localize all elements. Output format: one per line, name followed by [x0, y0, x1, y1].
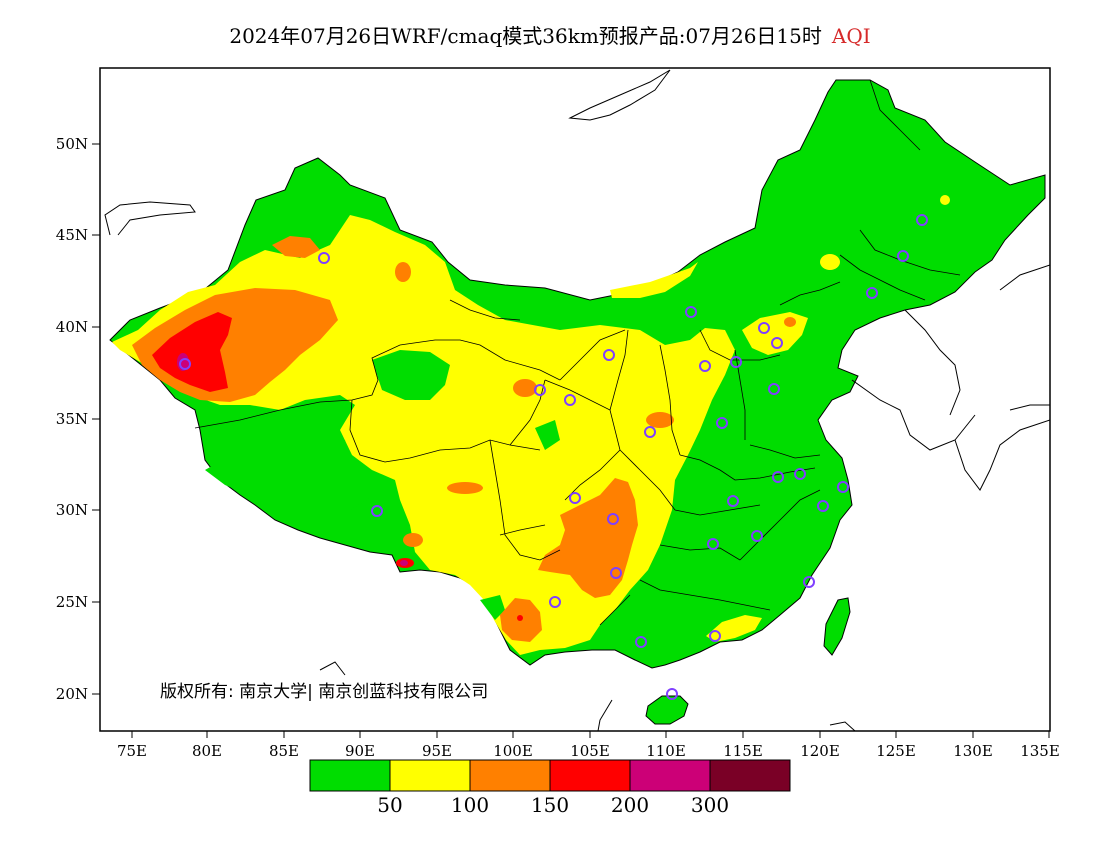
lon-tick-label: 115E — [723, 742, 763, 760]
legend-swatch-unhealthy-sensitive — [469, 759, 551, 792]
unhealthy-sensitive-spot-1 — [395, 262, 411, 282]
lat-tick-label: 45N — [56, 226, 88, 244]
station-marker — [635, 636, 647, 648]
station-marker — [817, 500, 829, 512]
station-marker — [179, 358, 191, 370]
legend-label: 200 — [611, 793, 649, 817]
lon-tick-label: 100E — [493, 742, 533, 760]
very-unhealthy-spot-tibet — [400, 560, 408, 566]
legend-swatch-hazardous — [709, 759, 791, 792]
station-marker — [794, 468, 806, 480]
unhealthy-sensitive-spot-6 — [784, 317, 796, 327]
station-marker — [610, 567, 622, 579]
latitude-axis: 50N 45N 40N 35N 30N 25N 20N — [56, 135, 100, 703]
title-main: 2024年07月26日WRF/cmaq模式36km预报产品:07月26日15时 — [229, 24, 822, 48]
station-marker — [837, 481, 849, 493]
station-marker — [758, 322, 770, 334]
lon-tick-label: 110E — [646, 742, 686, 760]
longitude-axis: 75E 80E 85E 90E 95E 100E 105E 110E 115E … — [117, 731, 1060, 760]
station-marker — [699, 360, 711, 372]
lat-tick-label: 20N — [56, 685, 88, 703]
good-zone-gansu — [535, 420, 560, 450]
unhealthy-sensitive-spot-4 — [447, 482, 483, 494]
lon-tick-label: 105E — [570, 742, 610, 760]
station-marker — [607, 513, 619, 525]
unhealthy-sensitive-spot-5 — [403, 533, 423, 547]
legend-label: 50 — [377, 793, 402, 817]
station-marker — [771, 337, 783, 349]
station-marker — [727, 495, 739, 507]
lon-tick-label: 120E — [800, 742, 840, 760]
moderate-spot-inner-mongolia — [820, 254, 840, 270]
legend-swatch-moderate — [389, 759, 471, 792]
aqi-legend: 50 100 150 200 300 — [309, 759, 791, 817]
station-marker — [603, 349, 615, 361]
unhealthy-spot-yunnan — [517, 615, 523, 621]
province-boundaries — [194, 79, 961, 626]
legend-swatch-unhealthy — [549, 759, 631, 792]
station-marker — [644, 426, 656, 438]
lon-tick-label: 135E — [1020, 742, 1060, 760]
unhealthy-zone-taklimakan — [152, 312, 232, 392]
legend-label: 150 — [531, 793, 569, 817]
copyright-text: 版权所有: 南京大学| 南京创蓝科技有限公司 — [160, 682, 488, 702]
station-marker — [709, 630, 721, 642]
station-marker — [803, 576, 815, 588]
station-marker — [685, 306, 697, 318]
lat-tick-label: 30N — [56, 501, 88, 519]
station-marker — [751, 530, 763, 542]
station-marker — [549, 596, 561, 608]
station-marker — [768, 383, 780, 395]
station-marker — [569, 492, 581, 504]
station-marker — [772, 471, 784, 483]
title-variable: AQI — [831, 24, 871, 48]
lon-tick-label: 130E — [953, 742, 993, 760]
station-marker — [897, 250, 909, 262]
lon-tick-label: 90E — [345, 742, 375, 760]
lon-tick-label: 80E — [192, 742, 222, 760]
legend-label: 100 — [451, 793, 489, 817]
good-zone-qinghai — [372, 350, 450, 400]
station-marker — [666, 688, 678, 700]
good-zone-yunnan — [480, 595, 505, 620]
station-marker — [866, 287, 878, 299]
map-frame — [99, 67, 1051, 732]
lon-tick-label: 75E — [117, 742, 147, 760]
station-marker — [730, 356, 742, 368]
hainan-island — [645, 695, 689, 725]
moderate-zone-north — [610, 262, 698, 298]
lon-tick-label: 125E — [876, 742, 916, 760]
lon-tick-label: 95E — [422, 742, 452, 760]
station-marker — [716, 417, 728, 429]
map-title: 2024年07月26日WRF/cmaq模式36km预报产品:07月26日15时 A… — [0, 20, 1100, 49]
legend-swatch-good — [309, 759, 391, 792]
lon-tick-label: 85E — [269, 742, 299, 760]
lat-tick-label: 35N — [56, 410, 88, 428]
station-marker — [564, 394, 576, 406]
legend-swatch-very-unhealthy — [629, 759, 711, 792]
lat-tick-label: 25N — [56, 593, 88, 611]
station-marker — [318, 252, 330, 264]
coastlines — [104, 69, 1050, 731]
station-marker — [371, 505, 383, 517]
legend-label: 300 — [691, 793, 729, 817]
station-marker — [707, 538, 719, 550]
unhealthy-sensitive-spot-3 — [646, 412, 674, 428]
lat-tick-label: 40N — [56, 318, 88, 336]
moderate-spot-northeast — [940, 195, 950, 205]
station-markers — [179, 214, 928, 700]
station-marker — [916, 214, 928, 226]
lat-tick-label: 50N — [56, 135, 88, 153]
unhealthy-sensitive-spot-2 — [513, 379, 537, 397]
map-content: 版权所有: 南京大学| 南京创蓝科技有限公司 — [104, 69, 1050, 731]
unhealthy-sensitive-zone-north-xinjiang — [272, 236, 320, 258]
taiwan-island — [823, 597, 851, 656]
station-marker — [534, 384, 546, 396]
good-zone-tibet-west — [205, 435, 355, 525]
